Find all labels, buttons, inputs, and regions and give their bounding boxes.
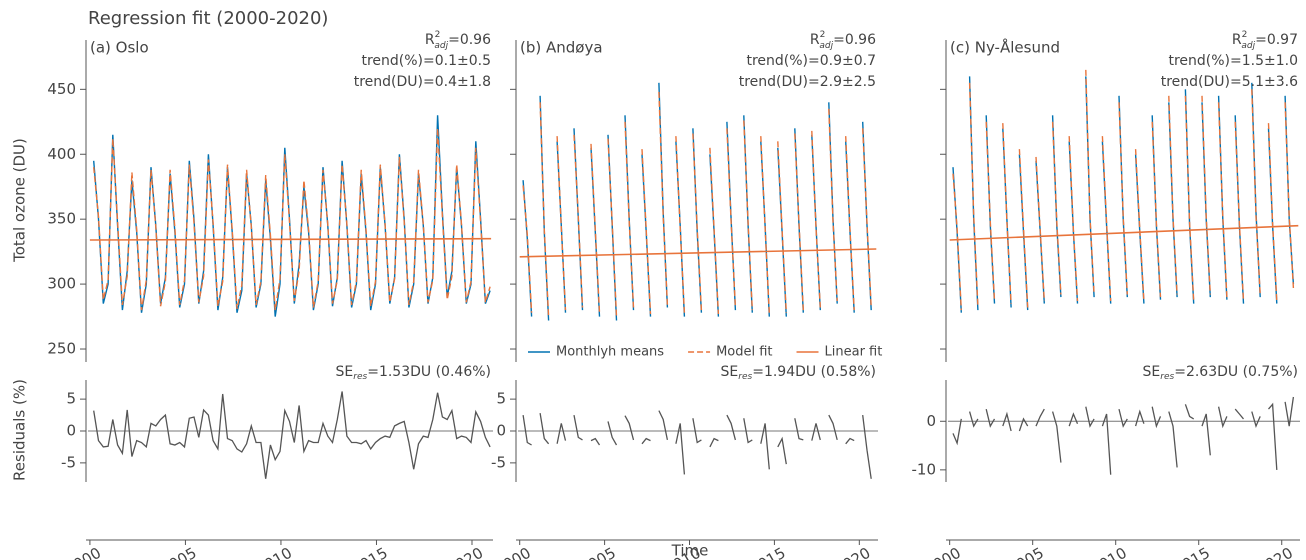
y-tick-label: 350 (47, 210, 76, 228)
stat: trend(%)=1.5±1.0 (1168, 53, 1298, 69)
residual-line (93, 391, 491, 479)
y-tick-label: 400 (47, 145, 76, 163)
stat: R2 adj=0.96 (810, 30, 876, 51)
x-tick-label: 2020 (1254, 544, 1296, 560)
panel-label: (c) Ny-Ålesund (950, 38, 1060, 57)
x-tick-label: 2000 (922, 544, 964, 560)
stat: trend(DU)=5.1±3.6 (1161, 74, 1298, 90)
series-line (949, 224, 1299, 241)
se-label: SEres=2.63DU (0.75%) (1143, 364, 1298, 382)
x-axis-label: Time (671, 542, 709, 560)
stat: trend(%)=0.9±0.7 (746, 53, 876, 69)
stat-text: =0.96 (448, 32, 491, 48)
residual-y-tick-label: -5 (491, 453, 506, 471)
panel-label: (b) Andøya (520, 39, 603, 57)
stat-text: =0.96 (833, 32, 876, 48)
stat-sub: adj (434, 41, 448, 51)
residual-axis-label: Residuals (%) (11, 379, 29, 481)
residual-y-tick-label: 0 (926, 412, 936, 430)
stat-sup: 2 (820, 30, 826, 40)
residual-line (522, 410, 872, 479)
se-label: SEres=1.94DU (0.58%) (721, 364, 876, 382)
stat-sub: adj (1241, 41, 1255, 51)
panel-label: (a) Oslo (90, 39, 149, 57)
x-tick-label: 2015 (1171, 544, 1213, 560)
stat: trend(DU)=2.9±2.5 (739, 74, 876, 90)
stat: R2 adj=0.97 (1232, 30, 1298, 51)
stat-symbol: R (810, 32, 820, 48)
y-tick-label: 450 (47, 80, 76, 98)
se-label-text: =1.94DU (0.58%) (752, 364, 876, 380)
se-label-symbol: SE (721, 364, 739, 380)
x-tick-label: 2005 (1005, 544, 1047, 560)
residual-y-tick-label: 5 (496, 390, 506, 408)
x-tick-label: 2005 (158, 544, 200, 560)
se-label-sub: res (353, 372, 367, 382)
series-line (519, 248, 877, 258)
se-label-sub: res (1160, 372, 1174, 382)
series-line (93, 128, 491, 311)
stat: trend(DU)=0.4±1.8 (354, 74, 491, 90)
x-tick-label: 2010 (253, 544, 295, 560)
x-tick-label: 2015 (747, 544, 789, 560)
residual-y-tick-label: 5 (66, 390, 76, 408)
se-label-sub: res (738, 372, 752, 382)
se-label-text: =1.53DU (0.46%) (367, 364, 491, 380)
legend-label: Monthlyh means (556, 345, 664, 360)
residual-y-tick-label: -5 (61, 453, 76, 471)
y-axis-label: Total ozone (DU) (11, 138, 29, 263)
figure-title: Regression fit (2000-2020) (88, 8, 328, 29)
x-tick-label: 2020 (831, 544, 873, 560)
x-tick-label: 2000 (492, 544, 534, 560)
legend-label: Model fit (716, 345, 772, 360)
x-tick-label: 2015 (349, 544, 391, 560)
y-tick-label: 250 (47, 340, 76, 358)
x-tick-label: 2005 (577, 544, 619, 560)
stat-text: =0.97 (1255, 32, 1298, 48)
residual-y-tick-label: 0 (66, 422, 76, 440)
residual-y-tick-label: 0 (496, 422, 506, 440)
se-label-symbol: SE (336, 364, 354, 380)
se-label: SEres=1.53DU (0.46%) (336, 364, 491, 382)
x-tick-label: 2000 (62, 544, 104, 560)
stat: trend(%)=0.1±0.5 (361, 53, 491, 69)
x-tick-label: 2020 (444, 544, 486, 560)
se-label-symbol: SE (1143, 364, 1161, 380)
series-line (93, 115, 491, 317)
stat-symbol: R (1232, 32, 1242, 48)
series-line (522, 91, 872, 317)
residual-line (952, 396, 1295, 475)
stat-sup: 2 (1242, 30, 1248, 40)
series-line (89, 237, 492, 241)
stat: R2 adj=0.96 (425, 30, 491, 51)
stat-sub: adj (819, 41, 833, 51)
x-tick-label: 2010 (1088, 544, 1130, 560)
legend-label: Linear fit (825, 345, 883, 360)
y-tick-label: 300 (47, 275, 76, 293)
stat-sup: 2 (435, 30, 441, 40)
residual-y-tick-label: -10 (912, 460, 937, 478)
series-line (952, 69, 1295, 311)
se-label-text: =2.63DU (0.75%) (1174, 364, 1298, 380)
stat-symbol: R (425, 32, 435, 48)
